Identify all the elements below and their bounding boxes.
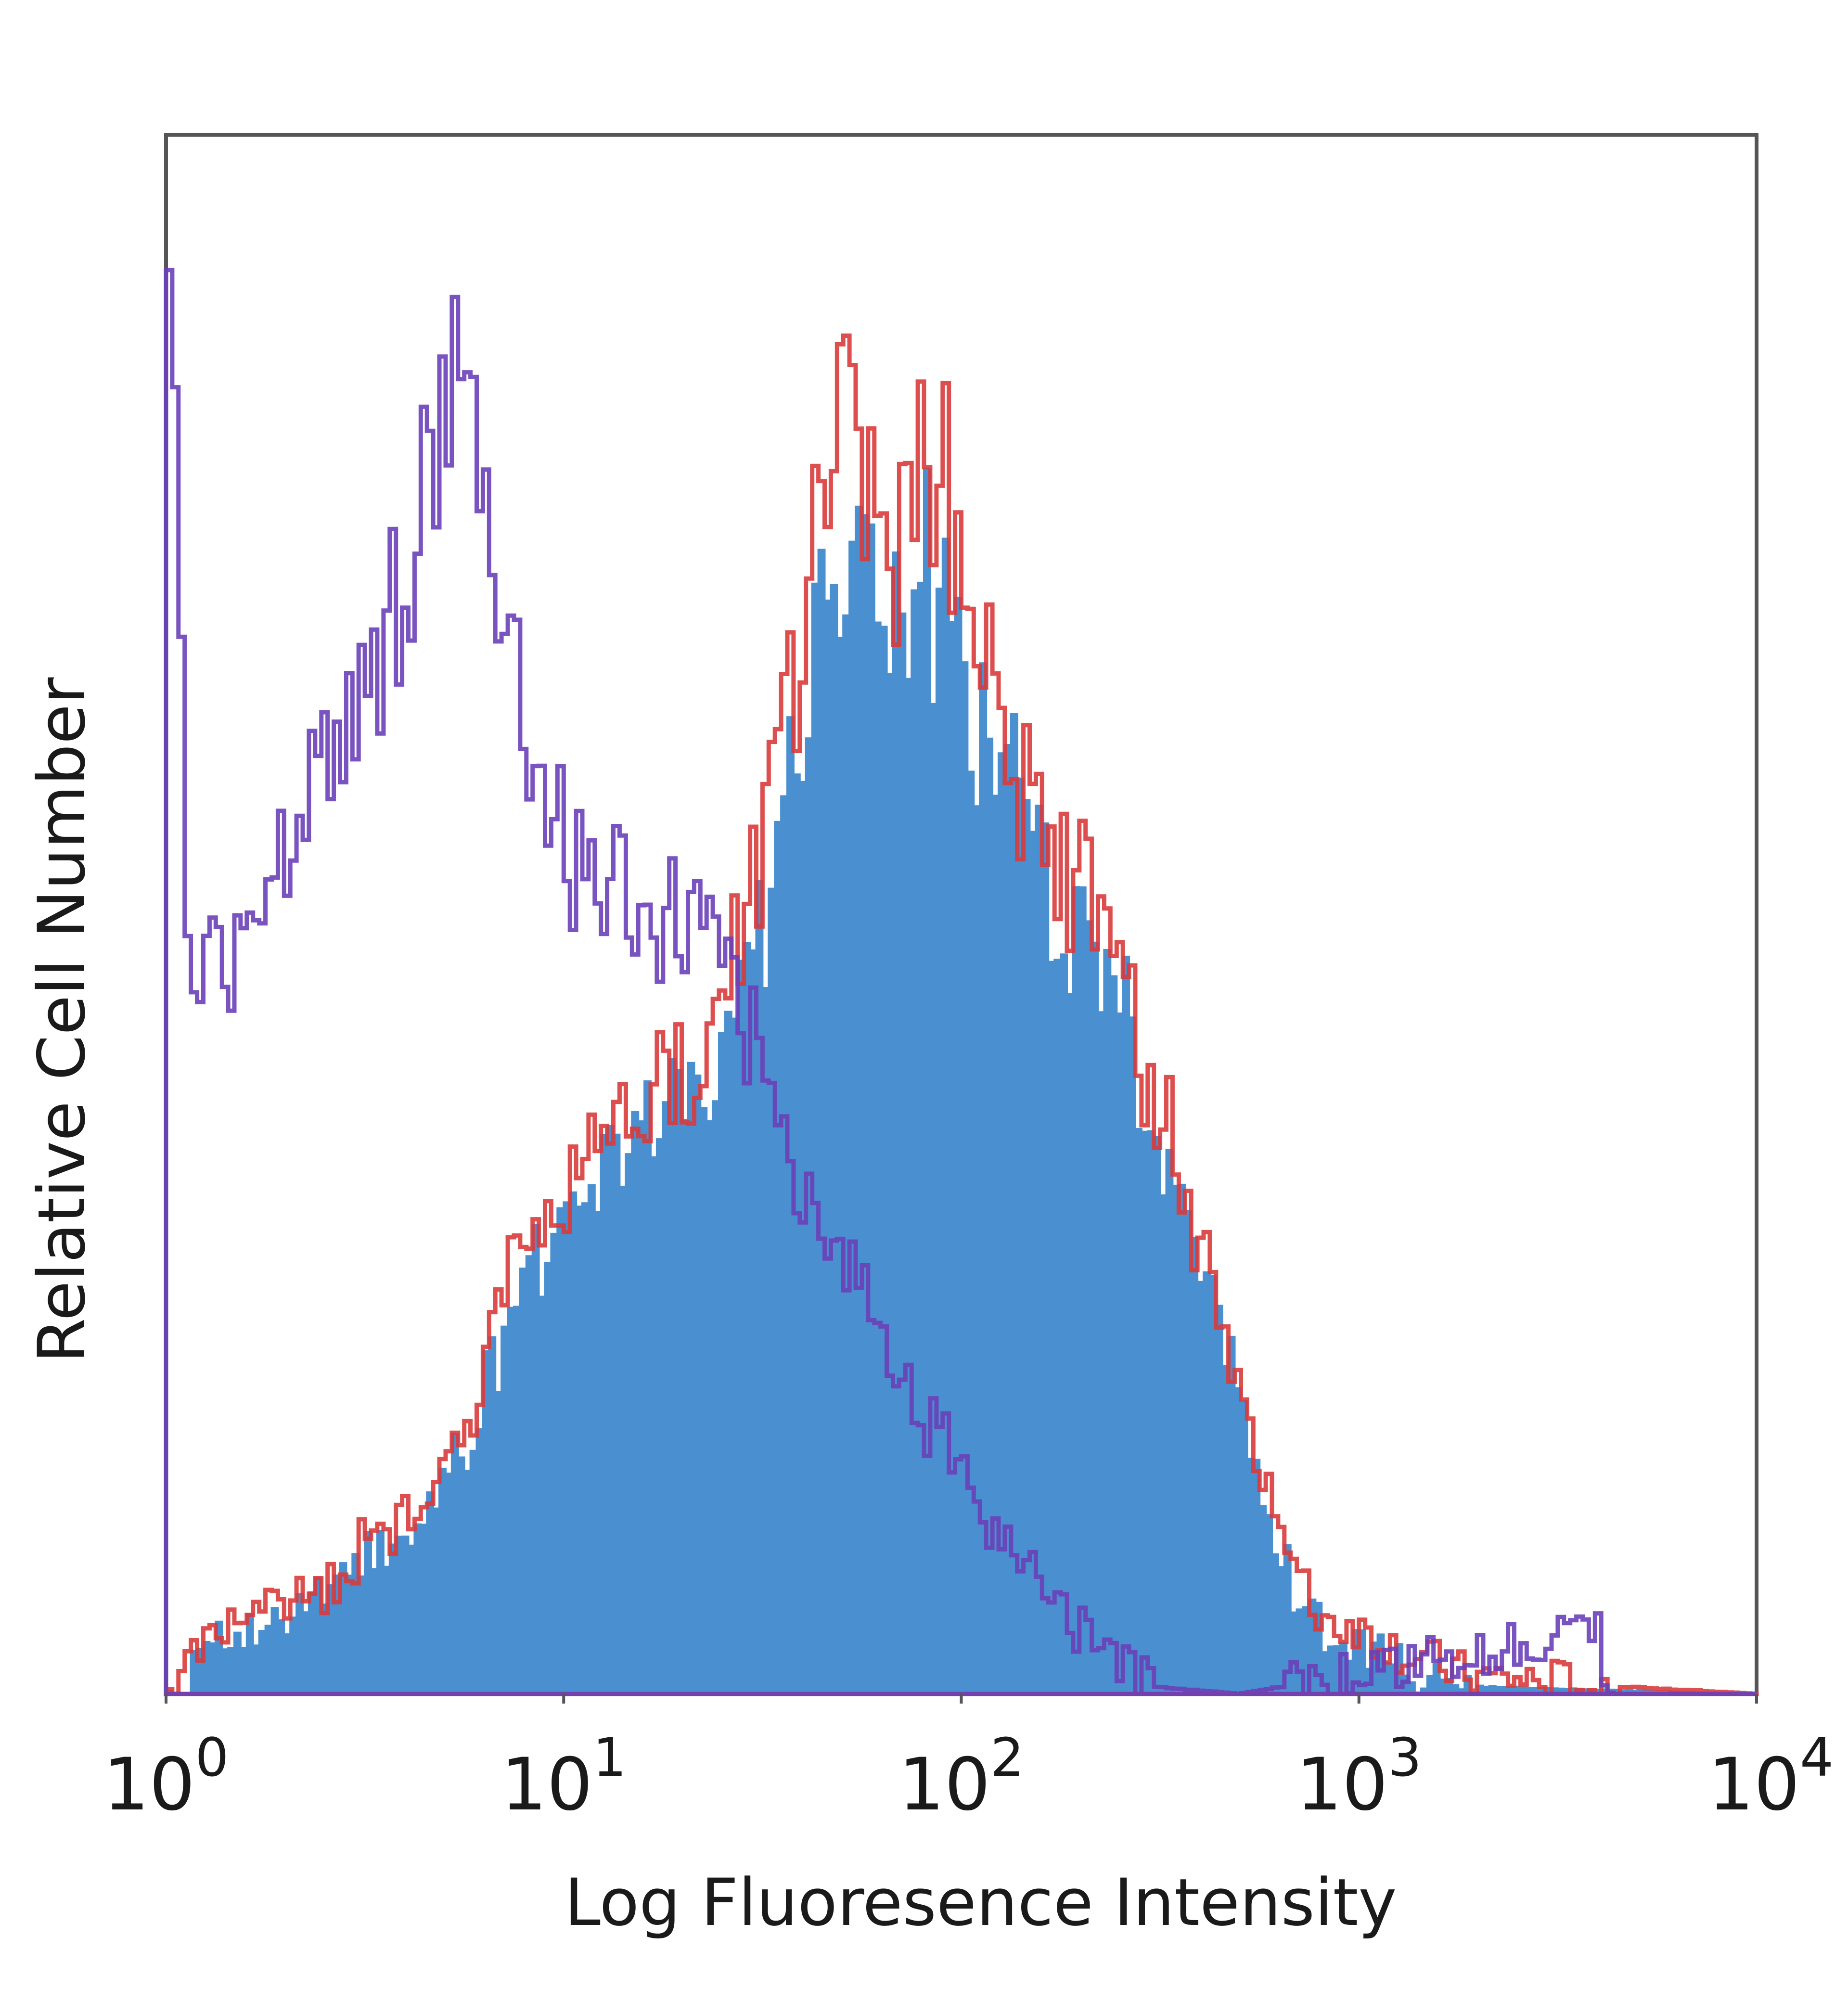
y-axis-label: Relative Cell Number [24,677,100,1363]
x-axis-ticks: 100 101 102 103 104 [103,1694,1834,1827]
x-tick-label: 101 [501,1727,627,1827]
x-tick-label: 102 [898,1727,1024,1827]
histogram-series-3 [164,268,1757,1696]
x-tick-label: 104 [1708,1727,1834,1827]
x-tick-label: 100 [103,1727,229,1827]
series-layer [164,268,1759,1696]
x-axis-label: Log Fluoresence Intensity [565,1865,1397,1940]
plot-area [164,133,1759,1696]
x-tick-label: 103 [1296,1727,1422,1827]
histogram-series-3-path [164,268,1757,1696]
